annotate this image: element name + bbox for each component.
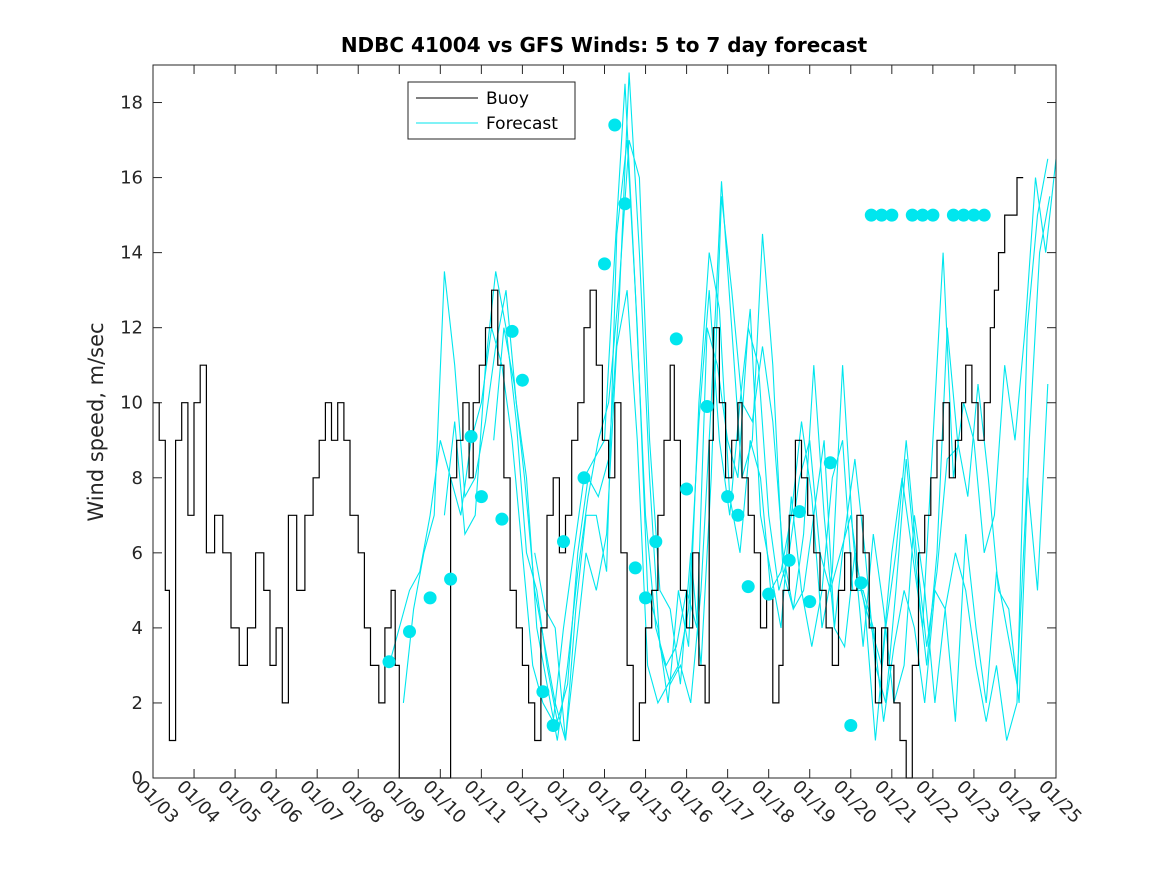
forecast-marker <box>844 719 858 732</box>
forecast-marker <box>505 324 519 338</box>
forecast-marker <box>382 655 396 669</box>
forecast-marker <box>905 208 919 222</box>
y-tick-label: 14 <box>120 243 143 264</box>
forecast-marker <box>669 332 683 346</box>
y-tick-label: 12 <box>120 318 143 339</box>
forecast-marker <box>854 576 868 590</box>
y-tick-label: 2 <box>132 693 143 714</box>
y-tick-label: 18 <box>120 93 143 114</box>
forecast-marker <box>762 587 776 601</box>
forecast-marker <box>444 572 458 586</box>
forecast-marker <box>864 208 878 222</box>
buoy-line <box>153 177 1024 779</box>
plot-background <box>153 65 1056 778</box>
forecast-marker <box>577 471 591 485</box>
forecast-marker <box>823 456 837 470</box>
forecast-marker <box>885 208 899 222</box>
forecast-marker <box>474 490 488 504</box>
forecast-marker <box>608 118 622 132</box>
forecast-marker <box>926 208 940 222</box>
forecast-marker <box>536 685 550 699</box>
buoy-series-line <box>153 177 1024 779</box>
y-tick-label: 6 <box>132 543 143 564</box>
forecast-marker <box>546 719 560 732</box>
forecast-marker <box>916 208 930 222</box>
forecast-marker <box>639 591 652 605</box>
legend-buoy-label: Buoy <box>486 89 529 109</box>
forecast-marker <box>557 535 570 549</box>
forecast-marker <box>618 197 632 211</box>
forecast-marker <box>700 400 714 413</box>
forecast-marker <box>628 561 642 575</box>
forecast-marker <box>946 208 960 222</box>
forecast-marker <box>803 595 817 609</box>
forecast-marker <box>423 591 437 605</box>
forecast-marker <box>680 482 694 496</box>
y-tick-label: 10 <box>120 393 143 414</box>
y-tick-label: 16 <box>120 168 143 189</box>
forecast-marker <box>515 373 529 387</box>
forecast-marker <box>782 553 796 567</box>
forecast-marker <box>464 430 478 443</box>
forecast-marker <box>721 490 735 504</box>
forecast-marker <box>495 512 509 526</box>
forecast-markers <box>382 118 991 732</box>
y-tick-label: 4 <box>132 618 143 639</box>
forecast-marker <box>649 535 663 549</box>
forecast-series-line <box>443 72 958 741</box>
chart-title: NDBC 41004 vs GFS Winds: 5 to 7 day fore… <box>341 33 868 57</box>
forecast-marker <box>957 208 971 222</box>
y-axis: 0 2 4 6 8 10 12 14 16 18 <box>120 93 1056 789</box>
forecast-marker <box>977 208 991 222</box>
legend-forecast-label: Forecast <box>486 114 558 134</box>
plot-area <box>152 64 1057 779</box>
forecast-marker <box>875 208 889 222</box>
forecast-marker <box>741 580 755 594</box>
y-tick-label: 8 <box>132 468 143 489</box>
y-tick-label: 0 <box>132 768 143 789</box>
y-axis-label: Wind speed, m/sec <box>84 322 108 521</box>
forecast-marker <box>403 625 416 639</box>
forecast-marker <box>967 208 981 222</box>
forecast-marker <box>793 505 806 519</box>
legend-box <box>407 81 576 140</box>
legend: Buoy Forecast <box>407 81 576 140</box>
forecast-marker <box>598 257 611 271</box>
forecast-series-line <box>534 290 1049 741</box>
forecast-marker <box>731 508 745 522</box>
